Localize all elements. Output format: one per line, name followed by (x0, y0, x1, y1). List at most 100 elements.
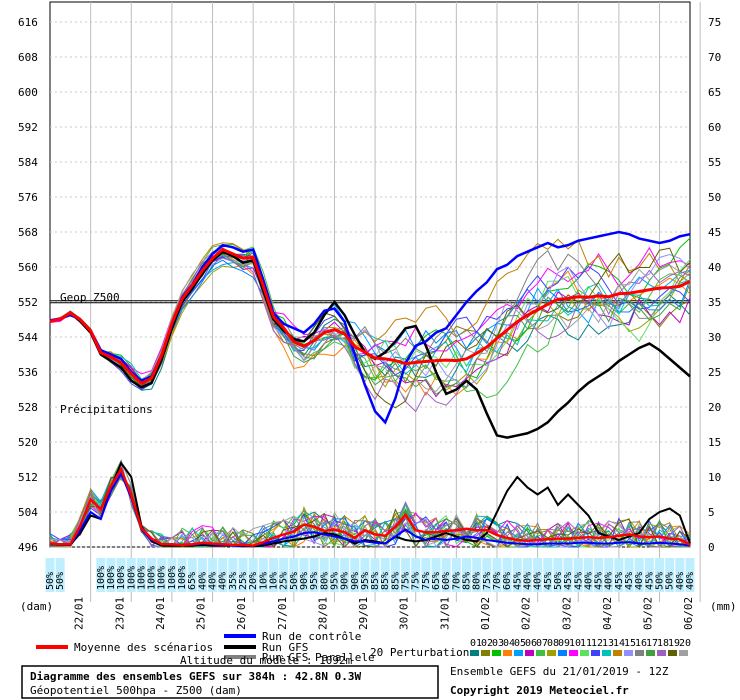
series-precip-line (49, 466, 691, 547)
probability-cell (583, 558, 593, 592)
probability-label: 40% (675, 572, 686, 590)
perturbation-member-label: 13 (602, 638, 614, 649)
right-tick-label: 75 (708, 16, 721, 29)
x-tick-label: 06/02 (682, 597, 695, 630)
run-info: Ensemble GEFS du 21/01/2019 - 12Z (450, 665, 669, 678)
probability-label: 75% (401, 572, 412, 590)
probability-label: 100% (177, 566, 188, 590)
perturbation-swatch (602, 650, 611, 656)
probability-cell (319, 558, 329, 592)
perturbation-member-label: 15 (624, 638, 636, 649)
left-tick-label: 512 (18, 471, 38, 484)
series-z500-line (49, 247, 691, 386)
probability-cell (268, 558, 278, 592)
probability-cell (431, 558, 441, 592)
x-tick-label: 27/01 (276, 597, 289, 630)
probability-label: 45% (614, 572, 625, 590)
probability-label: 85% (370, 572, 381, 590)
perturbation-member-label: 07 (536, 638, 548, 649)
altitude-label: Altitude du modèle : 1092m (180, 654, 353, 667)
probability-label: 45% (573, 572, 584, 590)
perturbation-precip-line (49, 474, 691, 549)
probability-label: 90% (340, 572, 351, 590)
probability-cell (522, 558, 532, 592)
x-tick-label: 31/01 (438, 597, 451, 630)
probability-label: 45% (563, 572, 574, 590)
probability-label: 85% (390, 572, 401, 590)
probability-label: 40% (218, 572, 229, 590)
probability-cell (208, 558, 218, 592)
probability-cell (462, 558, 472, 592)
probability-label: 80% (319, 572, 330, 590)
precipitation-label: Précipitations (60, 403, 153, 416)
probability-cell (665, 558, 675, 592)
left-tick-label: 576 (18, 191, 38, 204)
right-tick-label: 55 (708, 156, 721, 169)
probability-label: 95% (360, 572, 371, 590)
probability-cell (167, 558, 177, 592)
probability-label: 25% (279, 572, 290, 590)
probability-cell (55, 558, 65, 592)
probability-label: 85% (380, 572, 391, 590)
footer-subtitle: Géopotentiel 500hpa - Z500 (dam) (30, 684, 242, 697)
perturbation-z500-line (49, 247, 691, 401)
left-tick-label: 600 (18, 86, 38, 99)
probability-label: 90% (299, 572, 310, 590)
probability-label: 60% (502, 572, 513, 590)
right-tick-label: 30 (708, 331, 721, 344)
perturbation-member-label: 04 (503, 638, 515, 649)
probability-cell (553, 558, 563, 592)
x-tick-label: 24/01 (154, 597, 167, 630)
probability-label: 50% (655, 572, 666, 590)
perturbation-swatch (613, 650, 622, 656)
x-tick-label: 22/01 (73, 597, 86, 630)
perturbation-swatch (470, 650, 479, 656)
probability-cell (512, 558, 522, 592)
probability-cell (248, 558, 258, 592)
probability-cell (604, 558, 614, 592)
probability-label: 70% (492, 572, 503, 590)
probability-label: 50% (45, 572, 56, 590)
x-tick-label: 03/02 (560, 597, 573, 630)
probability-label: 40% (197, 572, 208, 590)
probability-cell (401, 558, 411, 592)
probability-cell (360, 558, 370, 592)
probability-label: 35% (228, 572, 239, 590)
probability-label: 100% (96, 566, 107, 590)
probability-label: 40% (634, 572, 645, 590)
probability-label: 45% (644, 572, 655, 590)
right-tick-label: 5 (708, 506, 715, 519)
probability-label: 40% (685, 572, 696, 590)
perturbation-swatch (679, 650, 688, 656)
probability-cell (187, 558, 197, 592)
probability-label: 75% (411, 572, 422, 590)
perturbation-swatch (624, 650, 633, 656)
probability-cell (533, 558, 543, 592)
x-tick-label: 29/01 (357, 597, 370, 630)
probability-label: 25% (238, 572, 249, 590)
probability-cell (441, 558, 451, 592)
probability-label: 50% (553, 572, 564, 590)
x-tick-label: 28/01 (316, 597, 329, 630)
left-tick-label: 544 (18, 331, 38, 344)
perturbation-precip-line (49, 459, 691, 549)
probability-cell (116, 558, 126, 592)
left-axis-unit: (dam) (20, 600, 53, 613)
probability-cell (675, 558, 685, 592)
probability-label: 75% (482, 572, 493, 590)
probability-label: 45% (624, 572, 635, 590)
probability-cell (157, 558, 167, 592)
x-tick-label: 30/01 (398, 597, 411, 630)
perturbation-member-label: 03 (492, 638, 504, 649)
right-tick-label: 65 (708, 86, 721, 99)
perturbation-swatch (646, 650, 655, 656)
probability-cell (299, 558, 309, 592)
left-tick-label: 520 (18, 436, 38, 449)
right-tick-label: 60 (708, 121, 721, 134)
right-tick-label: 25 (708, 366, 721, 379)
perturbation-member-label: 11 (580, 638, 592, 649)
probability-label: 40% (583, 572, 594, 590)
perturbation-swatch (481, 650, 490, 656)
copyright: Copyright 2019 Meteociel.fr (450, 684, 629, 697)
probability-cell (279, 558, 289, 592)
